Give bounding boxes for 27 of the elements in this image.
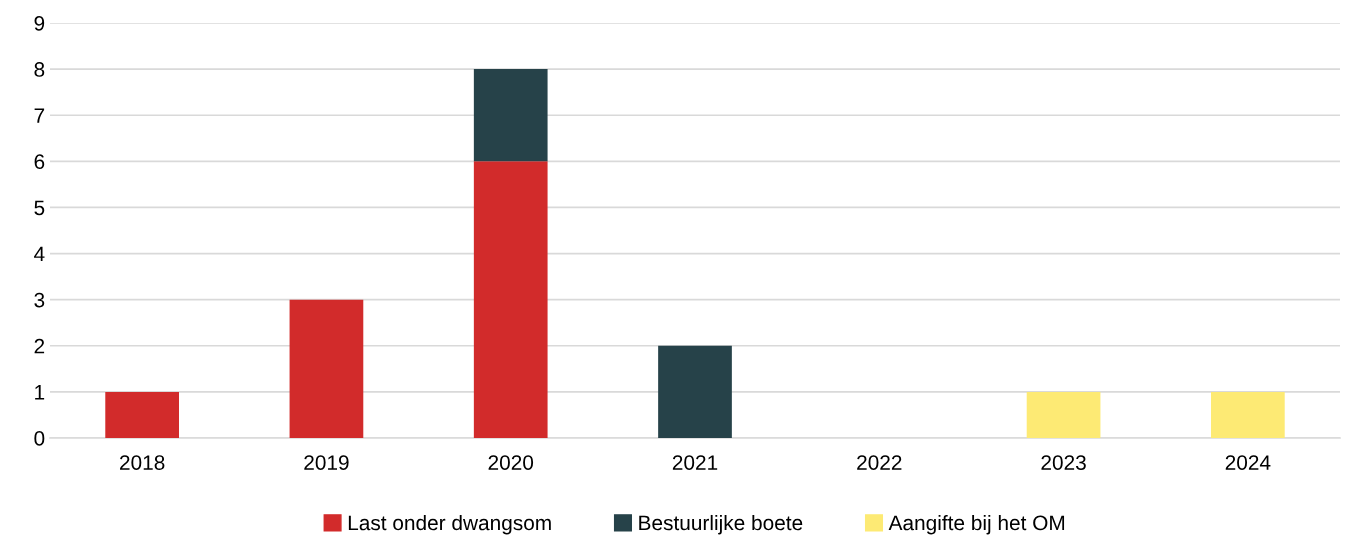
bar bbox=[1211, 391, 1285, 438]
bar bbox=[473, 69, 548, 162]
x-tick-label: 2024 bbox=[1225, 455, 1271, 470]
y-tick-label: 6 bbox=[34, 154, 45, 170]
y-tick-label: 9 bbox=[34, 16, 45, 31]
x-tick-label: 2019 bbox=[304, 455, 349, 470]
legend-label: Last onder dwangsom bbox=[348, 514, 551, 535]
x-tick-label: 2023 bbox=[1041, 455, 1086, 470]
x-tick-label: 2018 bbox=[120, 455, 165, 470]
x-tick-label: 2022 bbox=[857, 455, 902, 470]
bar bbox=[1026, 391, 1101, 438]
y-tick-label: 7 bbox=[34, 108, 45, 123]
bar bbox=[658, 345, 732, 438]
y-tick-label: 1 bbox=[35, 385, 45, 400]
y-tick-label: 8 bbox=[34, 62, 45, 77]
x-tick-label: 2020 bbox=[488, 455, 534, 470]
y-tick-label: 3 bbox=[34, 292, 45, 308]
x-tick-label: 2021 bbox=[672, 455, 718, 470]
y-tick-label: 5 bbox=[34, 200, 45, 216]
bar bbox=[289, 299, 364, 438]
y-tick-label: 4 bbox=[34, 246, 45, 262]
y-tick-label: 2 bbox=[34, 338, 45, 354]
bar bbox=[105, 391, 179, 438]
y-tick-label: 0 bbox=[34, 431, 45, 446]
legend-label: Aangifte bij het OM bbox=[888, 514, 1065, 535]
bar bbox=[473, 161, 548, 438]
legend-label: Bestuurlijke boete bbox=[639, 514, 803, 535]
